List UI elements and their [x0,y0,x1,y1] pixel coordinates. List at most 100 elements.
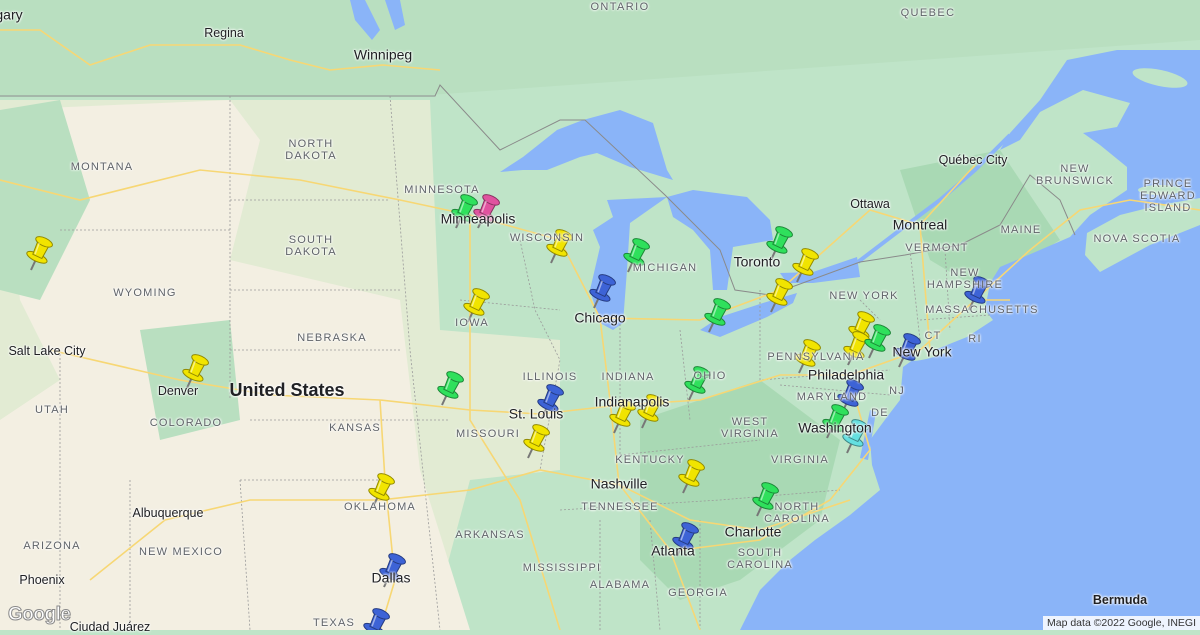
map-label-calgary: gary [0,6,23,23]
map-pin-yellow[interactable] [632,392,667,433]
map-label-texas: TEXAS [312,616,356,629]
map-pin-yellow[interactable] [604,397,639,438]
map-pin-green[interactable] [817,402,852,443]
map-pin-green[interactable] [859,322,894,363]
map-label-new-hampshire: NEW HAMPSHIRE [926,266,1004,291]
map-pin-blue[interactable] [374,551,409,592]
state-borders [59,95,991,630]
map-label-pennsylvania: PENNSYLVANIA [767,350,865,363]
us-canada-border [0,84,1076,296]
map-label-salt-lake-city: Salt Lake City [8,344,86,359]
lake-erie [700,293,797,337]
map-label-kansas: KANSAS [329,421,381,434]
anticosti-island [1132,68,1188,88]
map-label-montreal: Montreal [892,216,948,233]
map-label-iowa: IOWA [455,316,489,329]
map-pin-blue[interactable] [667,520,702,561]
map-pin-yellow[interactable] [761,276,796,317]
map-label-georgia: GEORGIA [668,586,728,599]
map-label-philadelphia: Philadelphia [807,366,885,383]
map-label-charlotte: Charlotte [724,523,782,540]
map-label-phoenix: Phoenix [19,573,65,588]
map-label-indiana: INDIANA [601,370,655,383]
map-label-st-louis: St. Louis [508,405,564,422]
map-label-united-states: United States [229,380,345,401]
lake-winnipeg [350,0,405,40]
map-label-north-dakota: NORTH DAKOTA [285,137,337,162]
lake-huron [667,190,773,290]
map-pin-yellow[interactable] [541,227,576,268]
atlantic-ocean [740,50,1200,630]
map-label-pei: PRINCE EDWARD ISLAND [1140,177,1196,215]
map-label-winnipeg: Winnipeg [353,46,413,63]
prince-edward-island [1138,185,1182,195]
st-lawrence-river [856,133,1012,264]
map-pin-yellow[interactable] [838,329,873,370]
map-pin-blue[interactable] [959,274,994,315]
map-label-massachusetts: MASSACHUSETTS [925,303,1039,316]
map-label-nebraska: NEBRASKA [297,331,367,344]
map-label-west-virginia: WEST VIRGINIA [721,415,779,440]
map-label-kentucky: KENTUCKY [615,453,685,466]
map-pin-yellow[interactable] [177,352,212,393]
map-pin-green[interactable] [618,236,653,277]
map-label-bermuda: Bermuda [1092,593,1148,608]
map-label-maryland: MARYLAND [796,390,868,403]
map-label-de: DE [871,406,889,419]
map-label-colorado: COLORADO [149,416,223,429]
map-label-illinois: ILLINOIS [522,370,578,383]
map-label-dallas: Dallas [371,569,411,586]
map-label-nj: NJ [889,384,905,397]
long-island [910,349,950,361]
map-attribution[interactable]: Map data ©2022 Google, INEGI [1043,616,1200,630]
map-pin-green[interactable] [699,296,734,337]
desert-region [0,100,470,630]
map-label-vermont: VERMONT [905,241,969,254]
map-label-quebec-city: Québec City [938,153,1008,168]
map-pin-green[interactable] [747,480,782,521]
google-logo[interactable]: Google [7,604,71,626]
map-label-arkansas: ARKANSAS [455,528,525,541]
map-pin-yellow[interactable] [363,471,398,512]
map-pin-yellow[interactable] [673,457,708,498]
map-label-ct: CT [924,329,942,342]
map-pin-blue[interactable] [584,272,619,313]
map-label-ri: RI [968,332,982,345]
map-label-nova-scotia: NOVA SCOTIA [1093,232,1181,245]
map-label-north-carolina: NORTH CAROLINA [764,500,830,525]
map-label-minnesota: MINNESOTA [404,183,480,196]
map-pin-pink[interactable] [468,192,503,233]
green-patches [0,0,1200,440]
map-label-regina: Regina [204,26,244,41]
map-pin-blue[interactable] [832,377,867,418]
map-pin-yellow[interactable] [458,286,493,327]
map-pin-yellow[interactable] [518,422,553,463]
map-pin-yellow[interactable] [787,246,822,287]
map-pin-cyan[interactable] [837,417,872,458]
map-pin-green[interactable] [446,192,481,233]
map-pin-green[interactable] [432,369,467,410]
nova-scotia [1085,198,1200,272]
map-pin-yellow[interactable] [21,234,56,275]
map-label-washington: Washington [798,419,872,436]
map-label-missouri: MISSOURI [456,427,520,440]
map-label-south-carolina: SOUTH CAROLINA [727,546,793,571]
map-pin-yellow[interactable] [789,337,824,378]
map-pin-blue[interactable] [358,606,393,630]
map-pin-green[interactable] [761,224,796,265]
map-label-south-dakota: SOUTH DAKOTA [285,233,337,258]
map-pin-blue[interactable] [532,382,567,423]
map-label-new-brunswick: NEW BRUNSWICK [1035,162,1115,187]
map-pin-green[interactable] [679,364,714,405]
map-label-new-york-city: New York [892,343,952,360]
map-label-arizona: ARIZONA [23,539,81,552]
map-label-nashville: Nashville [590,475,648,492]
map-label-indianapolis: Indianapolis [594,393,670,410]
map-label-atlanta: Atlanta [651,542,695,559]
map-label-wisconsin: WISCONSIN [509,231,585,244]
map-pin-blue[interactable] [889,331,924,372]
map-label-ontario: ONTARIO [590,0,650,13]
map-label-ottawa: Ottawa [850,197,890,212]
map-label-wyoming: WYOMING [113,286,177,299]
